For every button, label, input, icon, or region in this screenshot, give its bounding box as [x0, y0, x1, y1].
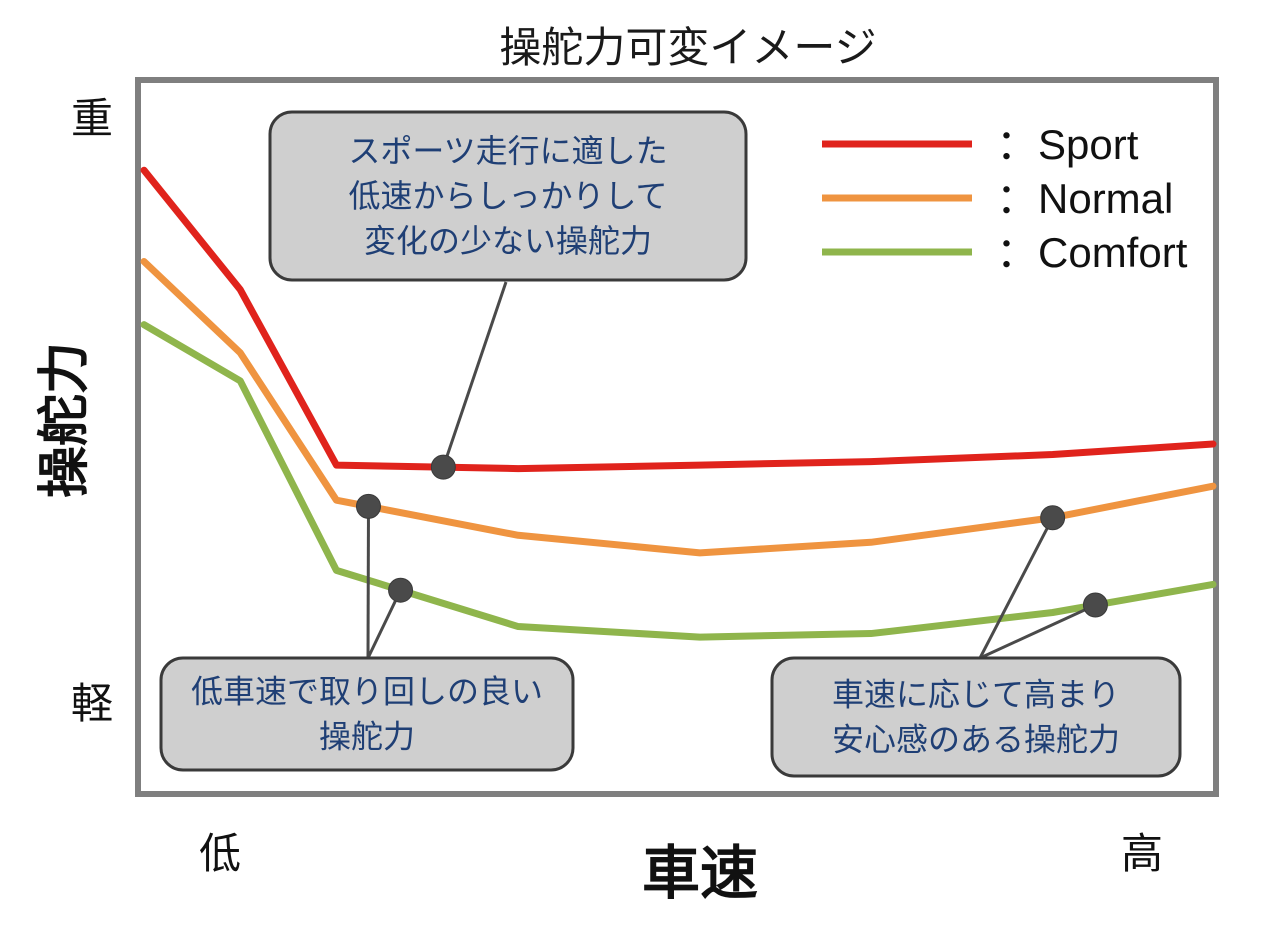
y-axis-title: 操舵力	[35, 342, 95, 498]
legend-label-1: ：Sport	[996, 121, 1139, 168]
y-axis-high-label: 重	[71, 94, 113, 143]
series-line-3	[140, 321, 1217, 641]
callout-1-text-line-1: スポーツ走行に適した	[348, 132, 667, 170]
series-layer	[140, 166, 1217, 641]
callout-box-3	[770, 656, 1182, 778]
callout-1-leader-1	[441, 281, 508, 468]
y-axis-low-label: 軽	[71, 679, 113, 728]
series-line-1	[140, 166, 1217, 473]
x-axis-high-label: 高	[1121, 829, 1163, 878]
callout-box-1	[268, 110, 748, 282]
callout-3-marker-1	[1040, 505, 1066, 531]
legend-label-3: ：Comfort	[996, 229, 1188, 276]
callout-3-leader-1	[978, 517, 1054, 659]
legend: ：Sport ：Normal ：Comfort	[822, 121, 1188, 276]
callout-1-text-line-2: 低速からしっかりして	[348, 177, 667, 215]
series-line-2	[140, 258, 1217, 557]
callout-2-leader-2	[366, 589, 402, 659]
callout-3-text-line-1: 車速に応じて高まり	[832, 676, 1120, 714]
x-axis-title: 車速	[642, 839, 758, 907]
callouts-layer: スポーツ走行に適した低速からしっかりして変化の少ない操舵力低車速で取り回しの良い…	[159, 110, 1182, 778]
callout-3-leader-2	[979, 603, 1097, 660]
callout-3-marker-2	[1082, 592, 1108, 618]
callout-2-marker-1	[355, 493, 381, 519]
callout-2-marker-2	[388, 577, 414, 603]
callout-1-marker-1	[430, 454, 456, 480]
callout-2-text-line-2: 操舵力	[319, 718, 415, 756]
legend-label-2: ：Normal	[996, 175, 1173, 222]
callout-box-2	[159, 656, 575, 772]
callout-1-text-line-3: 変化の少ない操舵力	[364, 222, 652, 260]
callout-2-text-line-1: 低車速で取り回しの良い	[191, 673, 543, 711]
chart-title: 操舵力可変イメージ	[499, 23, 876, 72]
callout-3-text-line-2: 安心感のある操舵力	[832, 721, 1120, 759]
x-axis-low-label: 低	[199, 829, 241, 878]
